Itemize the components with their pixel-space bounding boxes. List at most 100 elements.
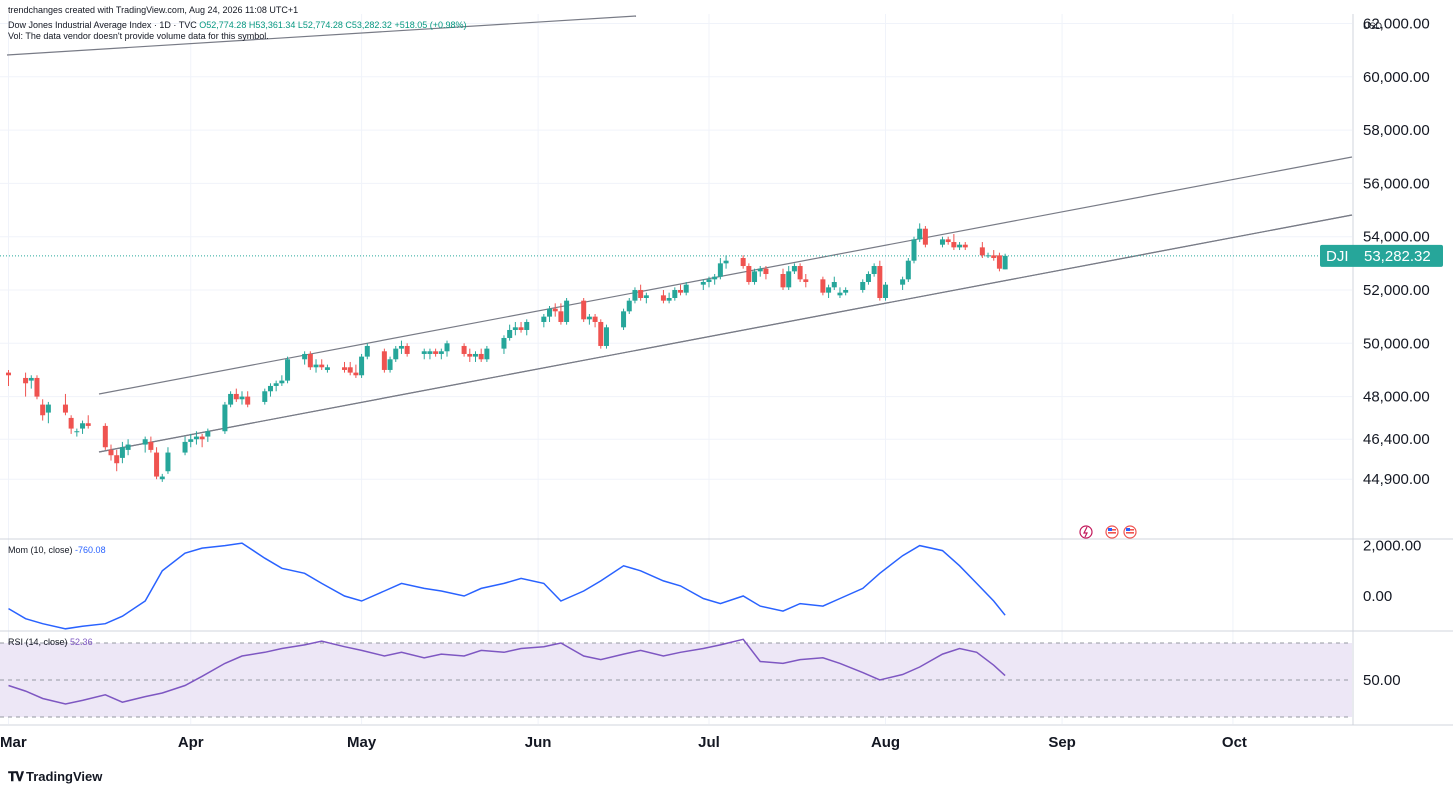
candle bbox=[922, 226, 928, 248]
candle bbox=[501, 335, 507, 354]
candle-body bbox=[148, 441, 154, 450]
symbol-header[interactable]: Dow Jones Industrial Average Index · 1D … bbox=[8, 20, 467, 30]
candle-body bbox=[512, 327, 518, 330]
candle-body bbox=[638, 290, 644, 298]
candle bbox=[712, 274, 718, 285]
candle bbox=[119, 441, 125, 464]
candle bbox=[592, 313, 598, 328]
price-tick-label: 46,400.00 bbox=[1363, 431, 1430, 448]
candle-body bbox=[660, 295, 666, 301]
candle bbox=[233, 388, 239, 402]
event-markers[interactable] bbox=[1079, 525, 1137, 539]
candle bbox=[564, 297, 570, 325]
candle-body bbox=[381, 351, 387, 370]
candle bbox=[826, 284, 832, 298]
candle bbox=[865, 271, 871, 285]
us-flag-icon[interactable] bbox=[1123, 525, 1137, 539]
candle-body bbox=[547, 308, 553, 317]
candle-body bbox=[472, 353, 478, 357]
candle-body bbox=[273, 383, 279, 386]
candle bbox=[102, 423, 108, 450]
candle bbox=[461, 343, 467, 357]
rsi-guides bbox=[0, 642, 1352, 718]
dividend-flash-icon[interactable] bbox=[1079, 525, 1093, 539]
last-price-tag-bg bbox=[1320, 244, 1443, 267]
momentum-tick-label: 2,000.00 bbox=[1363, 538, 1421, 555]
candle-body bbox=[746, 266, 752, 283]
last-price-tag[interactable]: DJI 53,282.32 bbox=[1320, 244, 1443, 267]
momentum-legend[interactable]: Mom (10, close) -760.08 bbox=[8, 545, 106, 555]
candle-body bbox=[427, 351, 433, 354]
candlestick-series bbox=[6, 223, 1008, 482]
candle-body bbox=[666, 297, 672, 301]
candle-body bbox=[820, 279, 826, 293]
symbol-title[interactable]: Dow Jones Industrial Average Index · 1D … bbox=[8, 20, 197, 30]
candle-body bbox=[706, 279, 712, 283]
candle-body bbox=[34, 377, 40, 397]
candle-body bbox=[501, 337, 507, 349]
momentum-tick-label: 0.00 bbox=[1363, 588, 1392, 605]
price-tick-label: 54,000.00 bbox=[1363, 229, 1430, 246]
candle-body bbox=[626, 300, 632, 312]
candle-body bbox=[643, 295, 649, 298]
trend-channel bbox=[6, 15, 1353, 453]
candle bbox=[939, 236, 945, 248]
ohlc-values: O52,774.28 H53,361.34 L52,774.28 C53,282… bbox=[199, 20, 467, 30]
candle-body bbox=[40, 404, 46, 416]
candle-body bbox=[831, 282, 837, 288]
candle-body bbox=[683, 284, 689, 293]
rsi-value: 52.36 bbox=[70, 637, 93, 647]
candle bbox=[603, 324, 609, 349]
candle-body bbox=[911, 239, 917, 261]
chart-credit: trendchanges created with TradingView.co… bbox=[8, 5, 299, 15]
tradingview-logo-icon: 𝐓𝐕 bbox=[8, 769, 24, 784]
candle-body bbox=[843, 290, 849, 293]
candle-body bbox=[421, 351, 427, 354]
candle bbox=[148, 436, 154, 453]
candle bbox=[125, 439, 131, 456]
price-tick-label: 62,000.00 bbox=[1363, 16, 1430, 33]
candle-body bbox=[797, 266, 803, 280]
price-tick-label: 56,000.00 bbox=[1363, 175, 1430, 192]
time-axis: Mar Apr May Jun Jul Aug Sep Oct bbox=[0, 734, 1247, 751]
candle bbox=[421, 348, 427, 360]
candle-body bbox=[991, 255, 997, 259]
candle-body bbox=[62, 404, 68, 413]
candle-body bbox=[922, 228, 928, 245]
candle bbox=[683, 282, 689, 296]
time-tick-label: Sep bbox=[1048, 734, 1076, 751]
candle bbox=[80, 420, 86, 434]
candle bbox=[228, 391, 234, 408]
candle bbox=[359, 353, 365, 378]
candle bbox=[262, 388, 268, 405]
candle-body bbox=[404, 345, 410, 354]
candle bbox=[324, 364, 330, 373]
candle-body bbox=[359, 356, 365, 376]
candle bbox=[723, 255, 729, 269]
price-tick-label: 48,000.00 bbox=[1363, 389, 1430, 406]
last-price-value: 53,282.32 bbox=[1364, 248, 1431, 265]
candle bbox=[877, 260, 883, 301]
candle-body bbox=[564, 300, 570, 322]
candle bbox=[159, 473, 165, 482]
candle-body bbox=[592, 316, 598, 322]
brand[interactable]: 𝐓𝐕 TradingView bbox=[8, 769, 102, 785]
price-tick-label: 52,000.00 bbox=[1363, 282, 1430, 299]
candle-body bbox=[780, 274, 786, 288]
candle bbox=[803, 274, 809, 288]
candle-body bbox=[433, 351, 439, 354]
candle bbox=[438, 348, 444, 360]
candle bbox=[632, 287, 638, 304]
candle-body bbox=[752, 271, 758, 283]
candle bbox=[860, 279, 866, 293]
us-flag-icon[interactable] bbox=[1105, 525, 1119, 539]
candle bbox=[188, 433, 194, 448]
candle-body bbox=[108, 449, 114, 456]
candle-body bbox=[621, 311, 627, 328]
candle-body bbox=[917, 228, 923, 240]
candle bbox=[786, 266, 792, 290]
candle-body bbox=[461, 345, 467, 354]
candle-body bbox=[723, 260, 729, 264]
rsi-axis: 50.00 bbox=[1363, 672, 1401, 689]
rsi-legend[interactable]: RSI (14, close) 52.36 bbox=[8, 637, 93, 647]
